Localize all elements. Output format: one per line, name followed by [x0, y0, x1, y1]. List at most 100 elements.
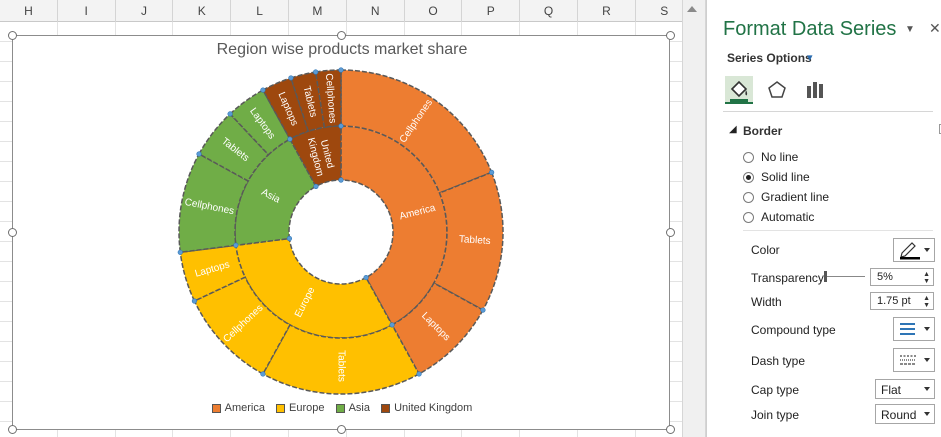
slice-selection-point[interactable]: [191, 298, 198, 304]
slice-selection-point[interactable]: [260, 87, 266, 93]
pane-options-dropdown-icon[interactable]: ▼: [905, 24, 915, 35]
column-header-i[interactable]: I: [58, 0, 116, 22]
legend-item-america[interactable]: America: [211, 402, 265, 414]
dash-type-dropdown[interactable]: [893, 348, 935, 372]
column-header-r[interactable]: R: [578, 0, 636, 22]
slice-selection-point[interactable]: [338, 67, 344, 73]
label-america-tablets[interactable]: Tablets: [459, 234, 491, 247]
border-section-header[interactable]: Border: [743, 124, 783, 138]
dash-lines-icon: [900, 355, 916, 365]
slice-selection-point[interactable]: [480, 307, 486, 313]
slice-selection-point[interactable]: [363, 274, 369, 281]
slice-selection-point[interactable]: [286, 235, 293, 242]
resize-handle-left[interactable]: [8, 228, 17, 237]
slider-thumb[interactable]: [824, 271, 827, 282]
column-header-s[interactable]: S: [636, 0, 682, 22]
resize-handle-top[interactable]: [337, 31, 346, 40]
label-europe-tablets[interactable]: Tablets: [335, 350, 346, 382]
transparency-spinner[interactable]: 5% ▲ ▼: [870, 268, 934, 286]
column-header-n[interactable]: N: [347, 0, 405, 22]
dropdown-arrow-icon: [924, 387, 930, 391]
radio-solid-line[interactable]: Solid line: [743, 170, 810, 184]
cap-type-value: Flat: [881, 383, 902, 397]
spin-up-icon[interactable]: ▲: [923, 271, 930, 278]
fill-line-icon[interactable]: [725, 76, 753, 104]
column-header-q[interactable]: Q: [520, 0, 578, 22]
chart-title[interactable]: Region wise products market share: [216, 41, 468, 58]
slice-selection-point[interactable]: [313, 69, 319, 75]
chevron-down-icon[interactable]: ▾: [807, 52, 813, 64]
slice-selection-point[interactable]: [288, 75, 294, 81]
legend-item-asia[interactable]: Asia: [335, 402, 370, 414]
series-options-bars-icon[interactable]: [801, 76, 829, 104]
radio-button[interactable]: [743, 211, 754, 223]
ring-outer-asia-laptops[interactable]: [229, 89, 291, 156]
width-value[interactable]: 1.75 pt: [877, 295, 911, 307]
vertical-scrollbar[interactable]: [682, 0, 706, 437]
options-divider: [743, 230, 933, 231]
resize-handle-top-left[interactable]: [8, 31, 17, 40]
slice-selection-point[interactable]: [227, 111, 233, 117]
radio-button[interactable]: [743, 151, 754, 163]
spin-up-icon[interactable]: ▲: [923, 295, 930, 302]
legend-label: America: [224, 402, 265, 414]
pane-scrollbar[interactable]: [939, 124, 941, 134]
format-data-series-pane: Format Data Series ▼ ✕ Series Options ▾ …: [706, 0, 941, 437]
slice-selection-point[interactable]: [260, 371, 266, 377]
legend-item-united-kingdom[interactable]: United Kingdom: [381, 402, 472, 414]
radio-no-line[interactable]: No line: [743, 150, 798, 164]
color-picker-button[interactable]: [893, 238, 935, 262]
column-header-k[interactable]: K: [173, 0, 232, 22]
transparency-label: Transparency: [751, 271, 824, 285]
slice-selection-point[interactable]: [338, 123, 344, 129]
legend-label: Europe: [289, 402, 325, 414]
column-header-l[interactable]: L: [231, 0, 289, 22]
label-united-kingdom-cellphones[interactable]: Cellphones: [323, 73, 338, 124]
sunburst-chart[interactable]: Cellphones Tablets Laptops America Tablets Ce…: [8, 31, 675, 434]
radio-label: Solid line: [761, 170, 810, 184]
series-options-label[interactable]: Series Options: [727, 51, 812, 65]
transparency-slider[interactable]: [825, 276, 865, 277]
resize-handle-bottom-left[interactable]: [8, 425, 17, 434]
column-header-p[interactable]: P: [462, 0, 521, 22]
column-header-m[interactable]: M: [289, 0, 347, 22]
scroll-up-arrow-icon[interactable]: [687, 6, 697, 12]
slice-selection-point[interactable]: [416, 371, 422, 377]
effects-pentagon-icon[interactable]: [763, 76, 791, 104]
radio-button-selected[interactable]: [743, 171, 754, 183]
slice-selection-point[interactable]: [233, 242, 239, 248]
pane-close-icon[interactable]: ✕: [929, 20, 941, 36]
spin-down-icon[interactable]: ▼: [923, 278, 930, 285]
resize-handle-top-right[interactable]: [666, 31, 675, 40]
width-spinner[interactable]: 1.75 pt ▲ ▼: [870, 292, 934, 310]
compound-type-dropdown[interactable]: [893, 317, 935, 341]
radio-gradient-line[interactable]: Gradient line: [743, 190, 829, 204]
slice-selection-point[interactable]: [313, 183, 319, 190]
radio-label: Automatic: [761, 210, 815, 224]
slice-selection-point[interactable]: [338, 177, 344, 183]
column-header-o[interactable]: O: [405, 0, 463, 22]
slice-selection-point[interactable]: [177, 249, 183, 255]
column-header-h[interactable]: H: [0, 0, 58, 22]
resize-handle-bottom-right[interactable]: [666, 425, 675, 434]
legend-swatch: [381, 403, 391, 413]
slice-selection-point[interactable]: [489, 169, 495, 175]
legend-item-europe[interactable]: Europe: [276, 402, 325, 414]
collapse-chevron-icon[interactable]: ◢: [729, 124, 737, 135]
radio-label: Gradient line: [761, 190, 830, 204]
radio-automatic[interactable]: Automatic: [743, 210, 814, 224]
resize-handle-bottom[interactable]: [337, 425, 346, 434]
spin-down-icon[interactable]: ▼: [923, 302, 930, 309]
chart-legend[interactable]: America Europe Asia United Kingdom: [13, 402, 671, 416]
cap-type-select[interactable]: Flat: [875, 379, 935, 399]
transparency-value[interactable]: 5%: [877, 271, 893, 283]
resize-handle-right[interactable]: [666, 228, 675, 237]
radio-button[interactable]: [743, 191, 754, 203]
sunburst-plot[interactable]: CellphonesTabletsLaptopsAmericaTabletsCe…: [13, 36, 671, 431]
slice-selection-point[interactable]: [287, 136, 293, 142]
slice-selection-point[interactable]: [389, 322, 395, 328]
column-header-j[interactable]: J: [116, 0, 174, 22]
join-type-select[interactable]: Round: [875, 404, 935, 424]
tab-divider: [723, 111, 933, 112]
slice-selection-point[interactable]: [196, 151, 202, 157]
